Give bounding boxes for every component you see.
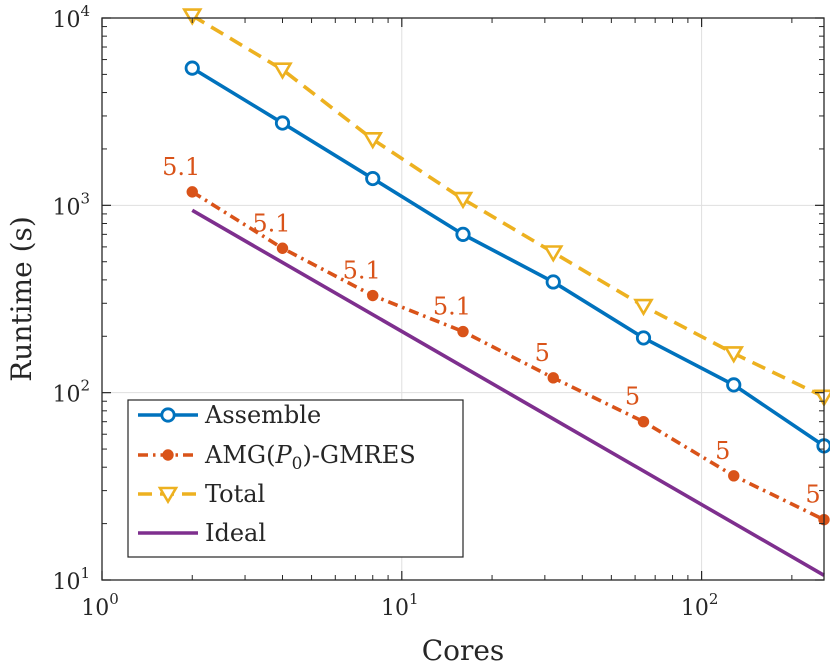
data-point: [633, 298, 654, 317]
series-3: [191, 208, 825, 577]
data-point: [542, 245, 564, 263]
y-tick-label: 104: [52, 2, 90, 33]
legend-label: Assemble: [204, 401, 321, 429]
legend-item: AMG(P0)-GMRES: [138, 441, 416, 474]
y-axis-label: Runtime (s): [5, 216, 38, 382]
x-tick-label: 100: [81, 590, 119, 621]
data-label: 5.1: [162, 153, 200, 181]
series-line: [191, 14, 825, 399]
legend-item: Ideal: [138, 519, 266, 547]
data-label: 5: [535, 339, 550, 367]
data-point: [457, 325, 469, 338]
data-label: 5.1: [252, 209, 290, 237]
legend-marker: [162, 449, 174, 461]
data-point: [452, 191, 474, 210]
data-point: [367, 289, 379, 302]
ticks: [101, 17, 824, 581]
series-line: [191, 208, 825, 577]
data-point: [547, 372, 559, 384]
data-point: [635, 330, 652, 346]
y-tick-label: 102: [52, 377, 90, 408]
data-label: 5: [625, 383, 640, 411]
data-label: 5.1: [433, 293, 471, 321]
x-axis-label: Cores: [422, 634, 505, 667]
legend-marker: [160, 407, 176, 423]
plot-frame: [101, 17, 825, 581]
series-0: [184, 60, 830, 454]
data-point: [545, 274, 561, 290]
legend-box: [127, 399, 464, 558]
data-point: [365, 170, 381, 187]
data-point: [272, 62, 293, 80]
data-point: [186, 186, 198, 198]
data-point: [362, 132, 384, 150]
legend-item: Assemble: [138, 401, 321, 429]
data-label: 5.1: [343, 257, 381, 285]
data-point: [181, 8, 203, 26]
y-tick-label: 101: [52, 564, 90, 595]
data-point: [723, 346, 745, 364]
data-point: [274, 115, 291, 131]
y-tick-label: 103: [52, 189, 90, 220]
legend-label: AMG(P0)-GMRES: [204, 441, 416, 474]
x-tick-label: 102: [681, 590, 719, 621]
data-point: [455, 226, 471, 242]
series-line: [191, 190, 825, 522]
data-point: [637, 415, 650, 428]
series-layer: [181, 8, 830, 577]
data-point: [276, 242, 289, 254]
series-2: [181, 8, 830, 408]
data-point: [184, 60, 200, 76]
legend-item: Total: [138, 480, 265, 508]
legend: Assemble AMG(P0)-GMRES Total Ideal: [127, 399, 464, 558]
x-tick-label: 101: [381, 590, 419, 621]
data-label: 5: [805, 481, 820, 509]
series-1: [186, 186, 830, 526]
data-point: [726, 377, 742, 393]
legend-marker: [157, 486, 179, 505]
data-label: 5: [715, 437, 730, 465]
data-point: [728, 470, 740, 482]
legend-label: Ideal: [205, 519, 266, 547]
legend-label: Total: [205, 480, 265, 508]
data-labels: 5.1 5.1 5.1 5.1 5 5 5 5: [162, 153, 820, 509]
series-line: [191, 66, 826, 448]
